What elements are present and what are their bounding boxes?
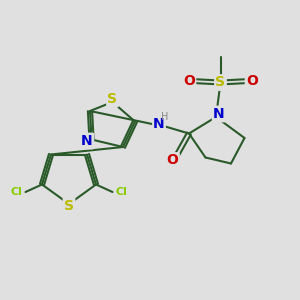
Text: N: N xyxy=(213,107,225,121)
Text: Cl: Cl xyxy=(116,187,128,197)
Text: O: O xyxy=(246,74,258,88)
Text: S: S xyxy=(64,199,74,212)
Text: H: H xyxy=(161,112,168,122)
Text: N: N xyxy=(81,134,93,148)
Text: O: O xyxy=(167,154,178,167)
Text: N: N xyxy=(153,118,165,131)
Text: O: O xyxy=(183,74,195,88)
Text: Cl: Cl xyxy=(11,187,22,197)
Text: S: S xyxy=(215,76,226,89)
Text: S: S xyxy=(107,92,118,106)
